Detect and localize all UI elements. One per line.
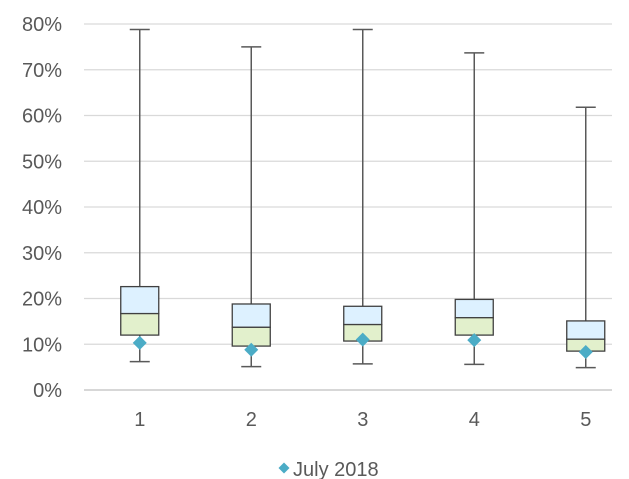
x-axis-tick-labels: 1 2 3 4 5	[134, 409, 591, 431]
box-upper	[343, 305, 383, 326]
box-upper	[454, 298, 494, 319]
gridlines	[84, 23, 612, 391]
y-tick-label: 0%	[33, 380, 62, 402]
y-tick-label: 70%	[22, 60, 62, 82]
box-upper	[566, 320, 606, 340]
data-marker-diamond	[467, 333, 482, 348]
box-lower	[120, 312, 160, 336]
y-tick-label: 10%	[22, 334, 62, 356]
x-tick-label: 5	[580, 409, 591, 431]
x-tick-label: 4	[469, 409, 480, 431]
x-tick-label: 2	[246, 409, 257, 431]
y-tick-label: 60%	[22, 106, 62, 128]
data-marker-diamond	[244, 342, 259, 357]
series-markers	[132, 332, 593, 360]
box-group	[231, 46, 271, 368]
y-tick-label: 80%	[22, 14, 62, 36]
box-upper	[231, 303, 271, 328]
box-group	[566, 106, 606, 369]
data-marker-diamond	[578, 345, 593, 360]
y-tick-label: 50%	[22, 151, 62, 173]
data-marker-diamond	[355, 332, 370, 347]
y-tick-label: 30%	[22, 243, 62, 265]
data-marker-diamond	[132, 335, 147, 350]
boxes	[120, 28, 606, 369]
x-tick-label: 1	[134, 409, 145, 431]
y-tick-label: 20%	[22, 289, 62, 311]
legend-label: July 2018	[293, 459, 379, 479]
box-group	[120, 28, 160, 363]
legend: July 2018	[278, 459, 379, 479]
box-group	[343, 28, 383, 365]
box-group	[454, 52, 494, 366]
y-axis-tick-labels: 0% 10% 20% 30% 40% 50% 60% 70% 80%	[22, 14, 62, 402]
box-upper	[120, 285, 160, 315]
box-lower	[454, 317, 494, 336]
legend-marker-diamond	[278, 462, 290, 474]
x-tick-label: 3	[357, 409, 368, 431]
y-tick-label: 40%	[22, 197, 62, 219]
